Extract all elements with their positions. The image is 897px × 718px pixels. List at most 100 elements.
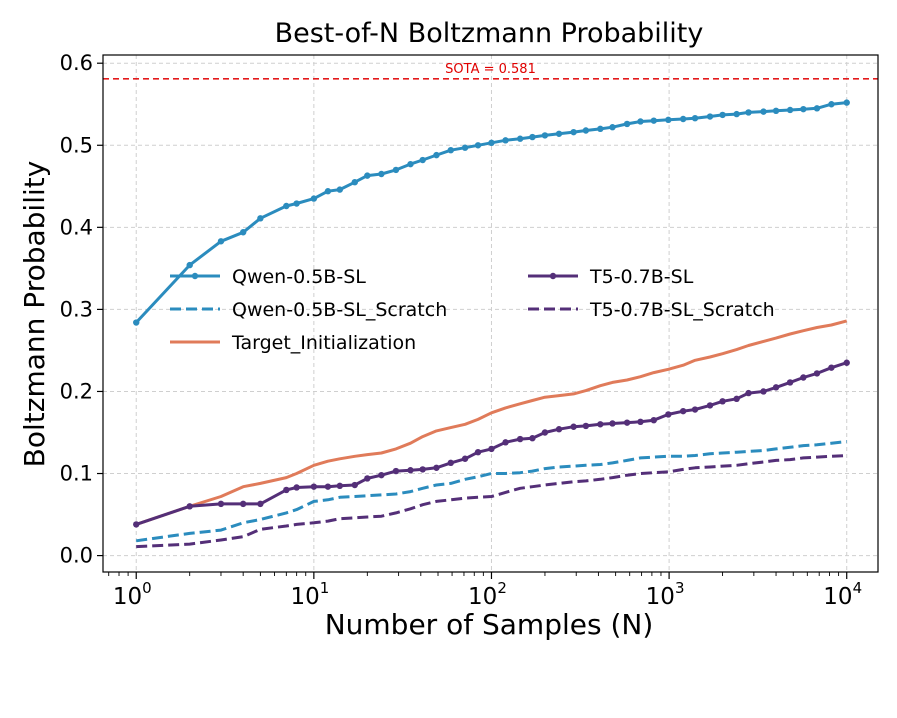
series-point-0	[336, 186, 344, 193]
series-point-0	[637, 118, 644, 125]
legend-marker-0	[191, 272, 199, 280]
series-point-0	[570, 128, 577, 136]
series-point-0	[760, 108, 767, 115]
series-point-3	[488, 445, 495, 453]
series-point-0	[488, 139, 495, 147]
series-point-0	[419, 156, 426, 164]
series-point-3	[447, 459, 454, 467]
series-point-3	[843, 359, 850, 366]
series-point-0	[516, 135, 524, 142]
series-point-3	[623, 419, 631, 426]
series-point-3	[706, 402, 714, 409]
series-point-0	[502, 137, 509, 144]
series-point-3	[217, 500, 225, 508]
series-point-3	[800, 374, 807, 381]
series-point-0	[582, 127, 590, 134]
series-point-3	[351, 481, 358, 489]
series-point-3	[516, 435, 524, 443]
x-axis-label: Number of Samples (N)	[325, 608, 654, 641]
series-point-0	[310, 195, 318, 202]
sota-label: SOTA = 0.581	[445, 62, 536, 77]
series-point-3	[679, 407, 687, 415]
x-tick-label: 102	[468, 579, 507, 610]
legend-label-4: T5-0.7B-SL_Scratch	[589, 299, 775, 321]
series-point-3	[257, 500, 264, 508]
x-tick-label: 104	[823, 579, 862, 610]
series-point-0	[461, 144, 469, 151]
series-point-3	[407, 467, 414, 474]
series-point-3	[324, 483, 332, 490]
series-point-3	[637, 418, 644, 426]
legend: Qwen-0.5B-SL Qwen-0.5B-SL_Scratch Target_I…	[170, 266, 775, 354]
series-point-3	[310, 483, 318, 490]
y-tick-label: 0.4	[60, 215, 93, 239]
series-point-3	[570, 423, 577, 430]
series-point-3	[364, 475, 371, 482]
y-tick-label: 0.1	[60, 462, 93, 486]
series-point-0	[392, 166, 400, 174]
x-tick-label: 103	[646, 579, 685, 610]
series-point-0	[665, 116, 672, 124]
y-tick-label: 0.5	[60, 133, 93, 157]
series-point-3	[474, 448, 482, 456]
series-point-3	[760, 388, 767, 395]
series-point-0	[800, 105, 807, 113]
series-point-3	[786, 379, 794, 386]
y-axis-ticks: 0.0 0.1 0.2 0.3 0.4 0.5 0.6	[60, 51, 103, 568]
series-point-0	[745, 109, 752, 116]
y-axis-label: Boltzmann Probability	[18, 161, 51, 468]
series-point-0	[239, 229, 247, 236]
series-point-3	[828, 364, 835, 371]
series-point-0	[324, 188, 332, 195]
series-point-3	[283, 486, 290, 494]
series-point-3	[461, 455, 469, 462]
legend-label-1: Qwen-0.5B-SL_Scratch	[232, 299, 447, 321]
series-point-3	[772, 384, 780, 391]
series-line-1	[135, 440, 847, 543]
series-point-3	[336, 482, 344, 490]
series-point-0	[691, 114, 699, 122]
series-point-3	[733, 395, 740, 403]
series-point-3	[293, 484, 300, 491]
series-point-3	[745, 389, 752, 397]
x-tick-label: 101	[290, 579, 329, 610]
series-point-3	[392, 467, 400, 475]
series-point-3	[555, 426, 563, 433]
legend-label-3: T5-0.7B-SL	[589, 266, 694, 288]
series-point-0	[529, 133, 536, 141]
series-point-3	[378, 471, 385, 479]
series-point-3	[719, 398, 726, 405]
series-point-0	[474, 142, 482, 149]
series-point-0	[843, 99, 850, 106]
series-point-0	[623, 120, 631, 128]
x-tick-label: 100	[113, 579, 152, 610]
x-axis-ticks: 100 101 102 103 104	[108, 572, 862, 610]
series-point-3	[529, 435, 536, 442]
chart-title: Best-of-N Boltzmann Probability	[275, 18, 704, 49]
series-point-0	[364, 172, 371, 179]
series-point-0	[733, 110, 740, 118]
series-point-0	[186, 261, 193, 269]
legend-label-2: Target_Initialization	[231, 332, 416, 354]
series-point-0	[447, 146, 454, 154]
series-point-0	[541, 132, 549, 139]
series-point-0	[679, 115, 687, 123]
series-point-3	[665, 411, 672, 418]
series-point-3	[650, 416, 657, 424]
series-point-0	[351, 178, 358, 186]
y-tick-label: 0.6	[60, 51, 93, 75]
series-point-0	[650, 117, 657, 124]
series-point-0	[786, 106, 794, 114]
series-point-0	[719, 111, 726, 119]
series-point-0	[597, 125, 604, 133]
series-point-0	[813, 105, 821, 112]
series-point-0	[828, 101, 835, 108]
series-point-0	[772, 107, 780, 115]
series-point-0	[133, 319, 140, 326]
y-tick-label: 0.3	[60, 297, 93, 321]
series-point-3	[582, 422, 590, 430]
series-point-3	[541, 429, 549, 436]
series-group	[133, 99, 850, 549]
series-point-3	[813, 370, 821, 377]
series-line-4	[136, 454, 847, 549]
